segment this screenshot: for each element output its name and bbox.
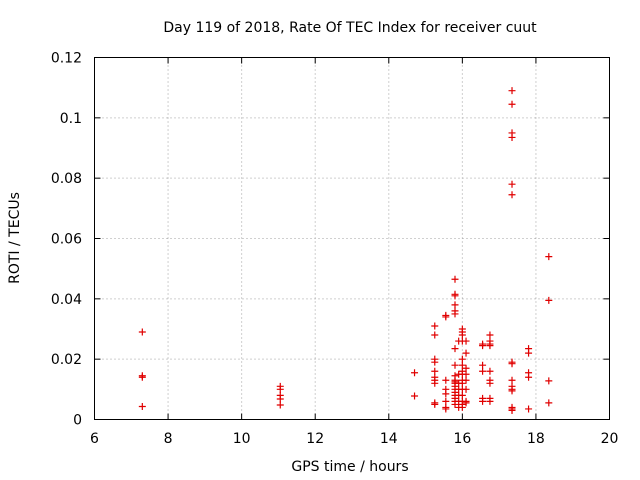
data-point-plus-marker [458, 391, 466, 399]
data-point-plus-marker [508, 133, 516, 141]
y-tick-label: 0 [73, 413, 82, 429]
data-point-plus-marker [479, 342, 487, 350]
data-point-plus-marker [479, 367, 487, 375]
data-point-plus-marker [442, 313, 450, 321]
data-point-plus-marker [462, 364, 470, 372]
data-point-plus-marker [545, 296, 553, 304]
data-point-plus-marker [486, 331, 494, 339]
data-point-plus-marker [462, 337, 470, 345]
y-tick-label: 0.06 [51, 232, 82, 248]
data-point-plus-marker [411, 392, 419, 400]
data-point-plus-marker [442, 390, 450, 398]
data-point-plus-marker [479, 397, 487, 405]
data-point-plus-marker [525, 405, 533, 413]
data-point-plus-marker [276, 385, 284, 393]
data-point-plus-marker [508, 406, 516, 414]
data-point-plus-marker [545, 399, 553, 407]
data-point-plus-marker [462, 376, 470, 384]
data-point-plus-marker [462, 399, 470, 407]
data-point-plus-marker [462, 349, 470, 357]
data-point-plus-marker [276, 395, 284, 403]
axis-ticks [94, 57, 610, 420]
x-tick-label: 16 [453, 431, 471, 447]
data-point-plus-marker [451, 292, 459, 300]
plot-frame [94, 57, 610, 420]
data-point-plus-marker [508, 376, 516, 384]
y-tick-label: 0.08 [51, 171, 82, 187]
data-point-plus-marker [138, 403, 146, 411]
x-tick-label: 14 [380, 431, 398, 447]
data-point-plus-marker [458, 403, 466, 411]
data-point-plus-marker [458, 331, 466, 339]
data-points [138, 87, 553, 414]
x-tick-labels: 6 8 10 12 14 16 18 20 [90, 431, 618, 447]
grid-lines [94, 57, 610, 420]
data-point-plus-marker [442, 376, 450, 384]
x-tick-label: 18 [527, 431, 545, 447]
x-tick-label: 6 [90, 431, 99, 447]
data-point-plus-marker [458, 379, 466, 387]
y-tick-label: 0.1 [60, 111, 82, 127]
data-point-plus-marker [486, 379, 494, 387]
data-point-plus-marker [451, 361, 459, 369]
data-point-plus-marker [431, 322, 439, 330]
data-point-plus-marker [508, 360, 516, 368]
data-point-plus-marker [442, 405, 450, 413]
data-point-plus-marker [431, 367, 439, 375]
data-point-plus-marker [508, 87, 516, 95]
data-point-plus-marker [458, 361, 466, 369]
y-tick-label: 0.04 [51, 292, 82, 308]
x-tick-label: 10 [233, 431, 251, 447]
x-tick-label: 8 [164, 431, 173, 447]
data-point-plus-marker [486, 342, 494, 350]
data-point-plus-marker [431, 379, 439, 387]
data-point-plus-marker [411, 369, 419, 377]
data-point-plus-marker [451, 310, 459, 318]
data-point-plus-marker [451, 301, 459, 309]
data-point-plus-marker [486, 397, 494, 405]
y-tick-labels: 0 0.02 0.04 0.06 0.08 0.1 0.12 [51, 51, 82, 429]
data-point-plus-marker [431, 358, 439, 366]
data-point-plus-marker [276, 401, 284, 409]
data-point-plus-marker [545, 377, 553, 385]
data-point-plus-marker [462, 370, 470, 378]
data-point-plus-marker [451, 400, 459, 408]
data-point-plus-marker [508, 100, 516, 108]
data-point-plus-marker [442, 397, 450, 405]
data-point-plus-marker [431, 400, 439, 408]
y-tick-label: 0.02 [51, 352, 82, 368]
data-point-plus-marker [138, 328, 146, 336]
data-point-plus-marker [508, 191, 516, 199]
data-point-plus-marker [525, 373, 533, 381]
chart-title: Day 119 of 2018, Rate Of TEC Index for r… [163, 20, 537, 36]
y-tick-label: 0.12 [51, 51, 82, 67]
x-tick-label: 12 [306, 431, 324, 447]
data-point-plus-marker [431, 331, 439, 339]
data-point-plus-marker [451, 345, 459, 353]
data-point-plus-marker [508, 387, 516, 395]
x-tick-label: 20 [601, 431, 619, 447]
data-point-plus-marker [508, 180, 516, 188]
data-point-plus-marker [458, 355, 466, 363]
data-point-plus-marker [525, 349, 533, 357]
data-point-plus-marker [486, 367, 494, 375]
x-axis-label: GPS time / hours [291, 459, 408, 475]
data-point-plus-marker [479, 361, 487, 369]
data-point-plus-marker [138, 373, 146, 381]
data-point-plus-marker [462, 385, 470, 393]
y-axis-label: ROTI / TECUs [7, 192, 23, 284]
data-point-plus-marker [451, 275, 459, 283]
data-point-plus-marker [545, 253, 553, 261]
